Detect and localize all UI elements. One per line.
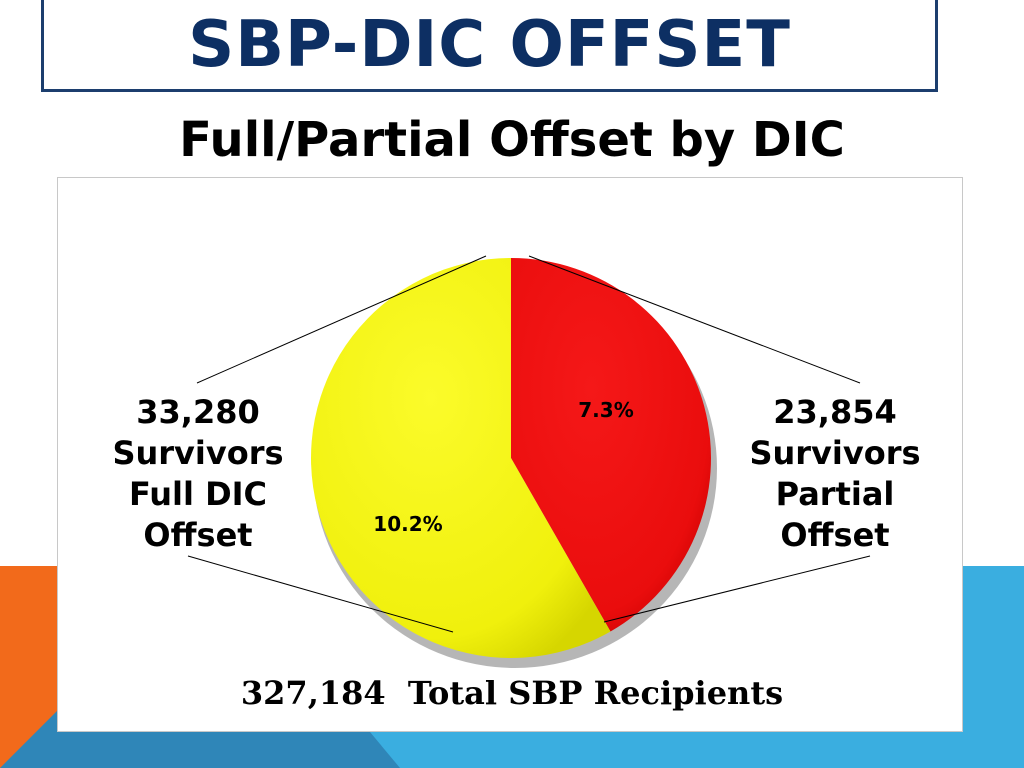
total-recipients: 327,184 Total SBP Recipients — [0, 674, 1024, 712]
leader-line-2 — [187, 555, 454, 633]
leader-line-3 — [528, 255, 861, 384]
slice-labels: 7.3% 10.2% — [373, 398, 633, 536]
total-number: 327,184 — [240, 674, 386, 712]
left-callout-line-4: Offset — [143, 516, 253, 554]
right-callout: 23,854 Survivors Partial Offset — [735, 392, 935, 556]
pie-slice-1 — [511, 258, 711, 632]
pie-slices — [310, 258, 711, 658]
pie-slice-label-2: 10.2% — [373, 512, 442, 536]
title-box: SBP-DIC OFFSET — [41, 0, 938, 92]
background-blue-band — [963, 566, 1024, 768]
leader-line-4 — [603, 555, 871, 623]
left-callout-line-2: Survivors — [112, 434, 284, 472]
slide-title: SBP-DIC OFFSET — [188, 7, 791, 82]
leader-lines — [187, 255, 871, 633]
left-callout-count: 33,280 — [136, 393, 260, 431]
pie-slice-2 — [310, 258, 611, 658]
leader-line-1 — [196, 255, 487, 384]
background-teal-corner — [0, 710, 400, 768]
right-callout-line-3: Partial — [775, 475, 895, 513]
left-callout: 33,280 Survivors Full DIC Offset — [93, 392, 303, 556]
left-callout-line-3: Full DIC — [128, 475, 268, 513]
right-callout-line-2: Survivors — [749, 434, 921, 472]
total-text: Total SBP Recipients — [407, 674, 784, 712]
right-callout-line-4: Offset — [780, 516, 890, 554]
right-callout-count: 23,854 — [773, 393, 897, 431]
background-orange-band — [0, 566, 58, 768]
pie-slice-label-1: 7.3% — [578, 398, 633, 422]
slide-subtitle: Full/Partial Offset by DIC — [179, 112, 845, 168]
